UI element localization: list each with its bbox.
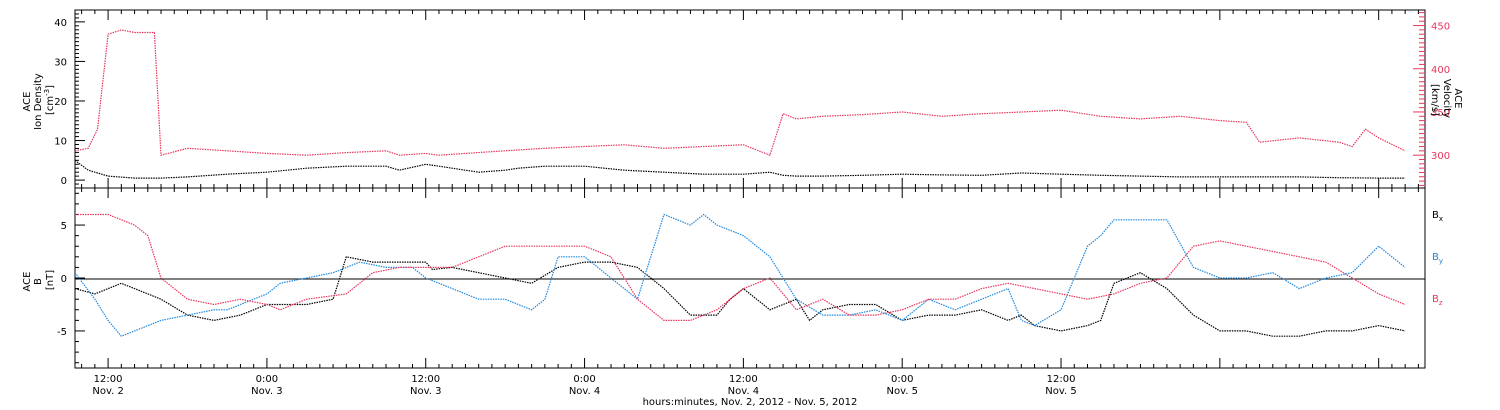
velocity-tick-label: 400: [1431, 65, 1450, 76]
density-tick-label: 10: [54, 137, 67, 148]
density-series: [74, 159, 1406, 179]
top-panel: 0 10 20 30 40 300 350 400 450 ACE Ion Density […: [22, 9, 1463, 189]
density-ylabel: ACE Ion Density [cm-3]: [22, 70, 56, 130]
b-tick-label: -5: [57, 327, 67, 338]
x-tick-time: 12:00: [729, 374, 758, 385]
legend: Bx By Bz: [1432, 210, 1443, 307]
bottom-panel: -5 0 5 ACE B [nT] Bx By Bz: [22, 187, 1443, 369]
density-tick-label: 40: [54, 18, 67, 29]
x-tick-time: 0:00: [573, 374, 595, 385]
x-tick-day: Nov. 4: [569, 386, 600, 397]
Bx-line: [74, 256, 1406, 337]
x-tick-day: Nov. 3: [410, 386, 441, 397]
density-tick-label: 20: [54, 97, 67, 108]
velocity-line: [74, 29, 1406, 156]
x-tick-time: 12:00: [411, 374, 440, 385]
b-axis: -5 0 5: [57, 192, 85, 364]
velocity-ylabel: ACE Velocity [km/s]: [1429, 79, 1463, 121]
x-tick-day: Nov. 2: [92, 386, 123, 397]
density-axis: 0 10 20 30 40: [54, 13, 85, 187]
density-tick-label: 30: [54, 57, 67, 68]
legend-item: Bx: [1432, 210, 1443, 223]
b-tick-label: 0: [61, 274, 67, 285]
velocity-tick-label: 450: [1431, 22, 1450, 33]
x-tick-time: 0:00: [256, 374, 278, 385]
density-tick-label: 0: [61, 176, 67, 187]
x-tick-time: 12:00: [1047, 374, 1076, 385]
velocity-series: [74, 29, 1406, 156]
velocity-tick-label: 300: [1431, 151, 1450, 162]
b-ylabel: ACE B [nT]: [22, 268, 56, 291]
x-tick-day: Nov. 5: [886, 386, 917, 397]
x-tick-time: 0:00: [891, 374, 913, 385]
legend-item: By: [1432, 252, 1443, 265]
x-axis-label: hours:minutes, Nov. 2, 2012 - Nov. 5, 20…: [643, 397, 858, 408]
x-tick-day: Nov. 4: [728, 386, 759, 397]
top-panel-frame: [74, 9, 1426, 189]
velocity-tick-label: 350: [1431, 108, 1450, 119]
b-tick-label: 5: [61, 221, 67, 232]
bottom-panel-frame: [74, 187, 1426, 369]
b-series: [74, 213, 1406, 337]
By-line: [74, 213, 1406, 337]
velocity-axis: 300 350 400 450: [1413, 12, 1450, 186]
x-tick-day: Nov. 3: [251, 386, 282, 397]
x-tick-time: 12:00: [94, 374, 123, 385]
Bz-line: [75, 213, 1406, 321]
legend-item: Bz: [1432, 294, 1443, 307]
x-tick-day: Nov. 5: [1045, 386, 1076, 397]
density-line: [74, 159, 1406, 179]
